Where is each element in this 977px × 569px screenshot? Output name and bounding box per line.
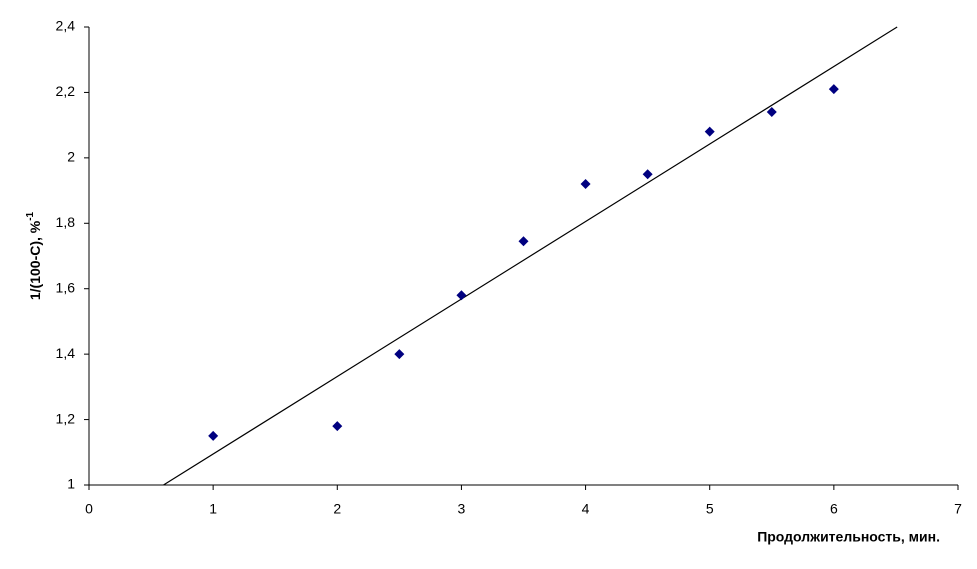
data-point [766, 107, 777, 118]
data-point [518, 236, 529, 247]
x-tick-label: 2 [333, 501, 341, 517]
y-tick-label: 1,6 [56, 279, 76, 295]
y-tick-label: 2,2 [56, 83, 76, 99]
x-tick-label: 0 [85, 501, 93, 517]
y-axis-label: 1/(100-C), %-1 [25, 211, 43, 300]
x-tick-label: 3 [458, 501, 466, 517]
x-axis-label: Продолжительность, мин. [757, 529, 940, 545]
data-point [642, 169, 653, 180]
y-axis-label-sup: -1 [25, 211, 36, 220]
y-tick-label: 2,4 [56, 18, 76, 34]
x-tick-label: 4 [582, 501, 590, 517]
x-tick-label: 1 [209, 501, 217, 517]
data-point [332, 421, 343, 432]
x-tick-label: 7 [954, 501, 962, 517]
x-tick-label: 5 [706, 501, 714, 517]
y-tick-label: 1 [67, 476, 75, 492]
y-tick-label: 2 [67, 149, 75, 165]
data-point [828, 84, 839, 95]
data-point [456, 290, 467, 301]
y-tick-label: 1,2 [56, 410, 76, 426]
y-tick-label: 1,4 [56, 345, 76, 361]
data-point [394, 349, 405, 360]
y-axis-label-main: 1/(100-C), % [27, 220, 43, 300]
trend-line [163, 26, 898, 486]
data-point [208, 430, 219, 441]
x-tick-label: 6 [830, 501, 838, 517]
data-point [704, 126, 715, 137]
y-tick-label: 1,8 [56, 214, 76, 230]
data-point [580, 179, 591, 190]
